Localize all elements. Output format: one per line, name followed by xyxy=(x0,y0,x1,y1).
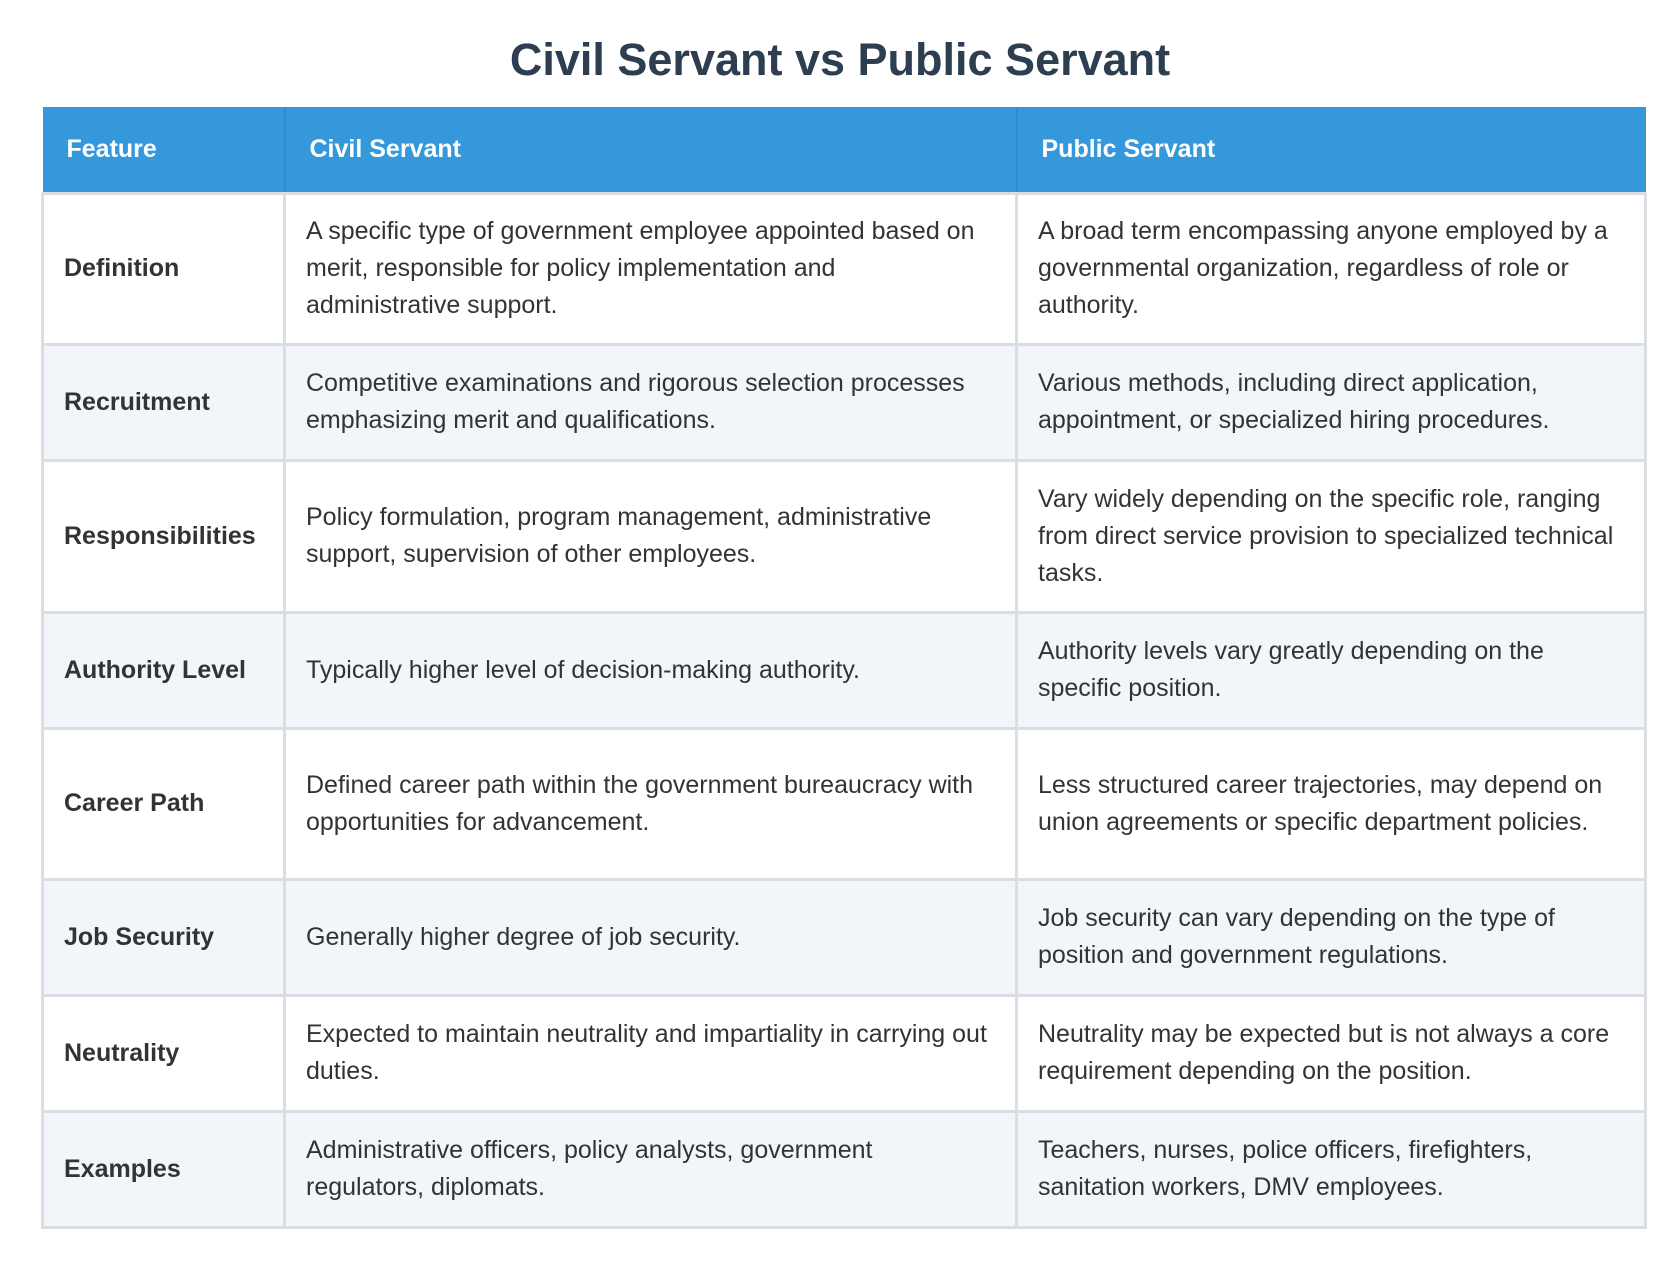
feature-cell: Authority Level xyxy=(41,610,286,730)
table-row: Career Path Defined career path within t… xyxy=(41,726,1647,881)
feature-cell: Examples xyxy=(41,1109,286,1229)
feature-cell: Career Path xyxy=(41,726,286,881)
civil-servant-cell: Expected to maintain neutrality and impa… xyxy=(283,993,1018,1113)
public-servant-cell: Authority levels vary greatly depending … xyxy=(1015,610,1647,730)
header-row: Feature Civil Servant Public Servant xyxy=(42,107,1646,193)
feature-cell: Recruitment xyxy=(41,342,286,462)
page-title: Civil Servant vs Public Servant xyxy=(509,34,1171,85)
table-header: Feature Civil Servant Public Servant xyxy=(42,107,1646,193)
civil-servant-cell: Administrative officers, policy analysts… xyxy=(283,1109,1018,1229)
header-feature: Feature xyxy=(42,107,286,193)
civil-servant-cell: Defined career path within the governmen… xyxy=(283,726,1018,881)
feature-cell: Responsibilities xyxy=(41,458,286,614)
header-civil-servant: Civil Servant xyxy=(284,107,1018,193)
public-servant-cell: Teachers, nurses, police officers, firef… xyxy=(1015,1109,1647,1229)
feature-cell: Job Security xyxy=(41,877,286,997)
civil-servant-cell: Policy formulation, program management, … xyxy=(283,458,1018,614)
table-row: Examples Administrative officers, policy… xyxy=(41,1109,1647,1229)
public-servant-cell: Various methods, including direct applic… xyxy=(1015,342,1647,462)
comparison-table: Feature Civil Servant Public Servant Def… xyxy=(41,107,1647,1229)
table-row: Authority Level Typically higher level o… xyxy=(41,610,1647,730)
feature-cell: Definition xyxy=(41,191,286,346)
table-row: Responsibilities Policy formulation, pro… xyxy=(41,458,1647,614)
feature-cell: Neutrality xyxy=(41,993,286,1113)
public-servant-cell: Less structured career trajectories, may… xyxy=(1015,726,1647,881)
civil-servant-cell: Generally higher degree of job security. xyxy=(283,877,1018,997)
public-servant-cell: Job security can vary depending on the t… xyxy=(1015,877,1647,997)
table-row: Definition A specific type of government… xyxy=(41,191,1647,346)
table-row: Job Security Generally higher degree of … xyxy=(41,877,1647,997)
civil-servant-cell: Competitive examinations and rigorous se… xyxy=(283,342,1018,462)
public-servant-cell: Neutrality may be expected but is not al… xyxy=(1015,993,1647,1113)
header-public-servant: Public Servant xyxy=(1016,107,1646,193)
civil-servant-cell: A specific type of government employee a… xyxy=(283,191,1018,346)
table-row: Recruitment Competitive examinations and… xyxy=(41,342,1647,462)
table-row: Neutrality Expected to maintain neutrali… xyxy=(41,993,1647,1113)
table-body: Definition A specific type of government… xyxy=(41,191,1647,1229)
civil-servant-cell: Typically higher level of decision-makin… xyxy=(283,610,1018,730)
public-servant-cell: Vary widely depending on the specific ro… xyxy=(1015,458,1647,614)
comparison-table-container: Feature Civil Servant Public Servant Def… xyxy=(41,107,1647,1229)
public-servant-cell: A broad term encompassing anyone employe… xyxy=(1015,191,1647,346)
